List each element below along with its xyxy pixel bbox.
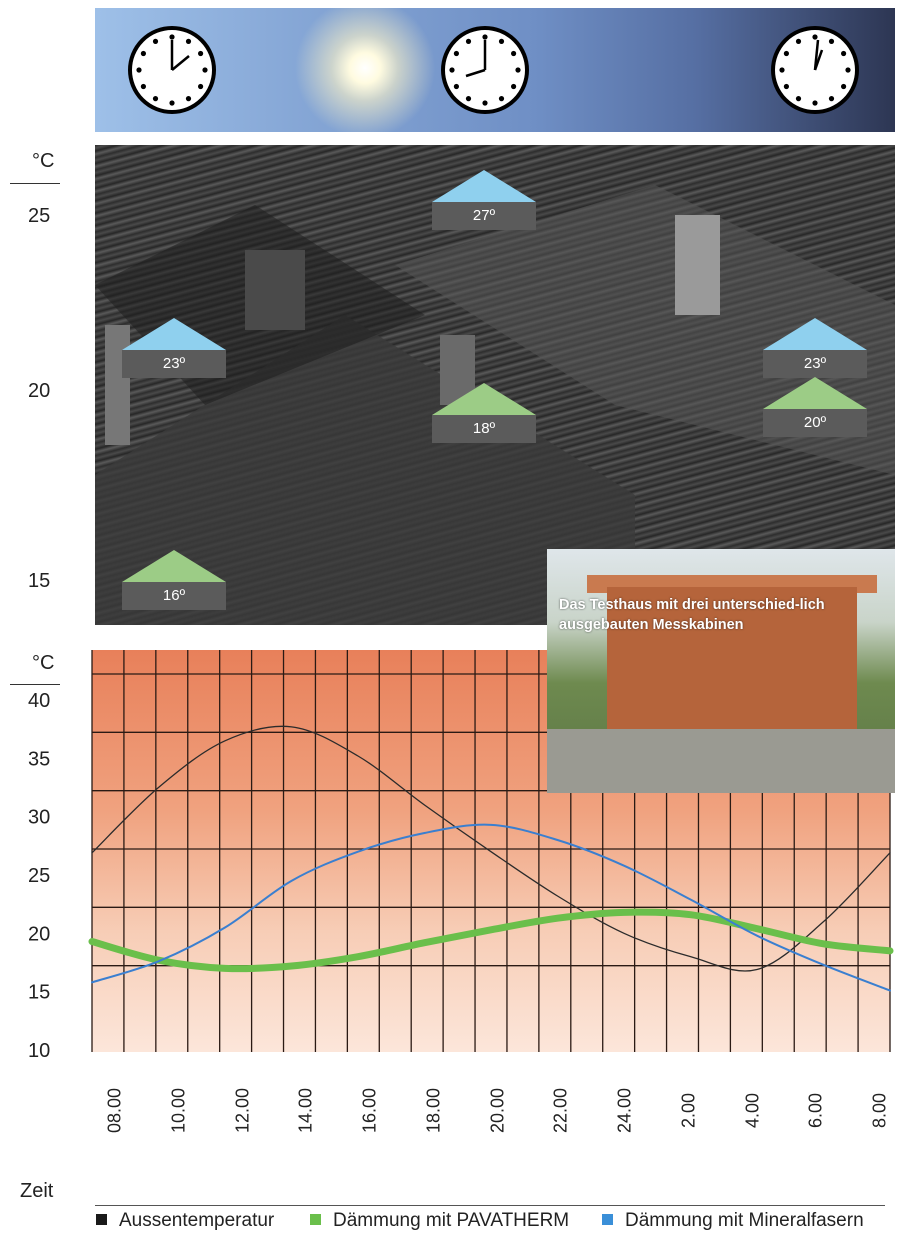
x-axis-title: Zeit [20,1180,54,1202]
y-tick-label: 30 [28,807,50,829]
clock-icon [441,26,529,114]
x-tick-label: 8.00 [869,1092,890,1129]
x-tick-label: 22.00 [550,1087,571,1134]
sun-icon [275,8,455,132]
roof-temp-label: 16º [122,550,226,610]
clock-row [128,26,859,114]
chart-unit: °C [32,652,55,674]
legend-item-mineral: Dämmung mit Mineralfasern [602,1210,864,1232]
blue-roof-icon [122,318,226,350]
x-tick-label: 08.00 [104,1087,125,1134]
y-tick-label: 25 [28,865,50,887]
legend-swatch [310,1214,321,1225]
upper-tick: 20 [28,380,51,402]
y-tick-label: 15 [28,982,50,1004]
y-tick-label: 20 [28,923,50,945]
foreground-wall [547,729,895,793]
roof-temp-value: 20º [763,409,867,437]
series-line-1 [88,908,894,973]
upper-tick: 25 [28,205,51,227]
x-tick-label: 14.00 [295,1087,316,1134]
blue-roof-icon [432,170,536,202]
roof-temp-label: 18º [432,383,536,443]
series-line-0 [91,725,891,972]
roof-temp-label: 23º [122,318,226,378]
series-line-2 [91,823,891,992]
y-tick-label: 35 [28,748,50,770]
blue-roof-icon [763,318,867,350]
legend-swatch [602,1214,613,1225]
upper-unit-rule [10,183,60,184]
roof-temp-value: 18º [432,415,536,443]
x-tick-label: 16.00 [359,1087,380,1134]
legend-item-outside: Aussentemperatur [96,1210,274,1232]
y-tick-label: 40 [28,690,50,712]
green-roof-icon [122,550,226,582]
x-tick-label: 18.00 [423,1087,444,1134]
legend-rule [95,1205,885,1206]
roof-temp-value: 27º [432,202,536,230]
house-body [607,587,857,737]
x-tick-label: 12.00 [232,1087,252,1134]
inset-caption: Das Testhaus mit drei unterschied-lich a… [559,597,825,633]
roof-temp-value: 23º [122,350,226,378]
legend-item-pavatherm: Dämmung mit PAVATHERM [310,1210,569,1232]
x-tick-label: 10.00 [168,1087,189,1134]
clock-icon [771,26,859,114]
green-roof-icon [432,383,536,415]
roof-temp-label: 23º [763,318,867,378]
roof-temp-value: 23º [763,350,867,378]
testhouse-photo: Das Testhaus mit drei unterschied-lich a… [547,549,895,793]
x-tick-label: 4.00 [742,1092,762,1129]
upper-unit: °C [32,150,55,172]
roof-temp-label: 27º [432,170,536,230]
legend-label: Dämmung mit PAVATHERM [333,1210,570,1231]
legend-label: Aussentemperatur [119,1210,275,1231]
x-tick-label: 24.00 [614,1087,635,1134]
legend-swatch [96,1214,107,1225]
x-tick-label: 20.00 [487,1087,507,1134]
roof-temp-value: 16º [122,582,226,610]
x-tick-label: 2.00 [678,1092,699,1129]
upper-tick: 15 [28,570,51,592]
chart-unit-rule [10,684,60,685]
legend-label: Dämmung mit Mineralfasern [625,1210,864,1231]
green-roof-icon [763,377,867,409]
x-tick-label: 6.00 [805,1092,826,1129]
clock-icon [128,26,216,114]
y-tick-label: 10 [28,1040,50,1062]
roof-temp-label: 20º [763,377,867,437]
